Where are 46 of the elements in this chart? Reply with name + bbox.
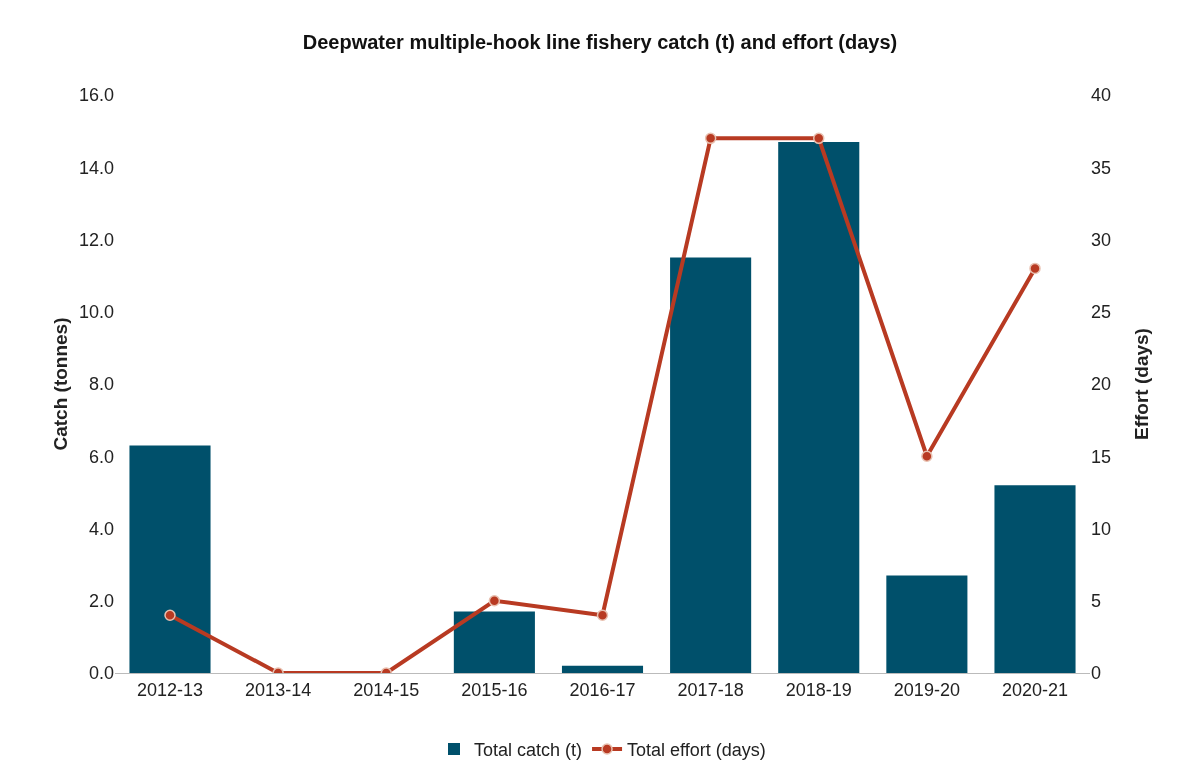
point	[704, 132, 717, 145]
y-tick-label: 10.0	[78, 302, 114, 323]
point	[164, 609, 176, 621]
y2-tick-label: 0	[1091, 663, 1102, 684]
y-tick-label: 8.0	[88, 374, 114, 395]
y2-tick-label: 5	[1091, 591, 1102, 612]
point	[813, 132, 825, 145]
y2-axis-title: Effort (days)	[1130, 328, 1152, 440]
y2-tick-label: 35	[1091, 157, 1112, 178]
x-tick-label: 2013-14	[245, 679, 312, 700]
y-axis-title: Catch (tonnes)	[50, 317, 71, 451]
y2-tick-label: 20	[1091, 374, 1112, 395]
bar	[994, 485, 1076, 673]
y-tick-label: 4.0	[88, 518, 114, 539]
x-tick-label: 2017-18	[677, 679, 744, 700]
point	[921, 450, 933, 462]
bar	[129, 445, 211, 673]
bar	[778, 141, 860, 673]
y-tick-label: 6.0	[88, 446, 114, 467]
legend-label: Total catch (t)	[474, 740, 583, 761]
y2-tick-label: 40	[1091, 85, 1112, 106]
y-tick-label: 16.0	[78, 85, 114, 106]
point	[1029, 262, 1041, 275]
chart-title: Deepwater multiple-hook line fishery catch (t) and effort (days)	[302, 31, 898, 54]
x-tick-label: 2019-20	[893, 679, 960, 700]
x-tick-label: 2018-19	[785, 679, 852, 700]
bar	[670, 257, 752, 673]
legend-label: Total effort (days)	[627, 740, 766, 761]
x-tick-label: 2016-17	[569, 679, 636, 700]
y-tick-label: 2.0	[88, 591, 114, 612]
y2-tick-label: 15	[1091, 446, 1112, 467]
point	[596, 609, 609, 621]
x-tick-label: 2020-21	[1001, 679, 1069, 700]
x-tick-label: 2014-15	[353, 679, 420, 700]
x-tick-label: 2015-16	[461, 679, 528, 700]
point	[488, 595, 501, 607]
y2-tick-label: 30	[1091, 229, 1112, 250]
x-tick-label: 2012-13	[136, 679, 204, 700]
y-tick-label: 14.0	[78, 157, 114, 178]
y-tick-label: 12.0	[78, 229, 114, 250]
bar	[453, 611, 535, 673]
bar	[561, 665, 644, 673]
bar	[886, 575, 968, 673]
y2-tick-label: 10	[1091, 518, 1112, 539]
y2-tick-label: 25	[1091, 302, 1112, 323]
y-tick-label: 0.0	[88, 663, 114, 684]
